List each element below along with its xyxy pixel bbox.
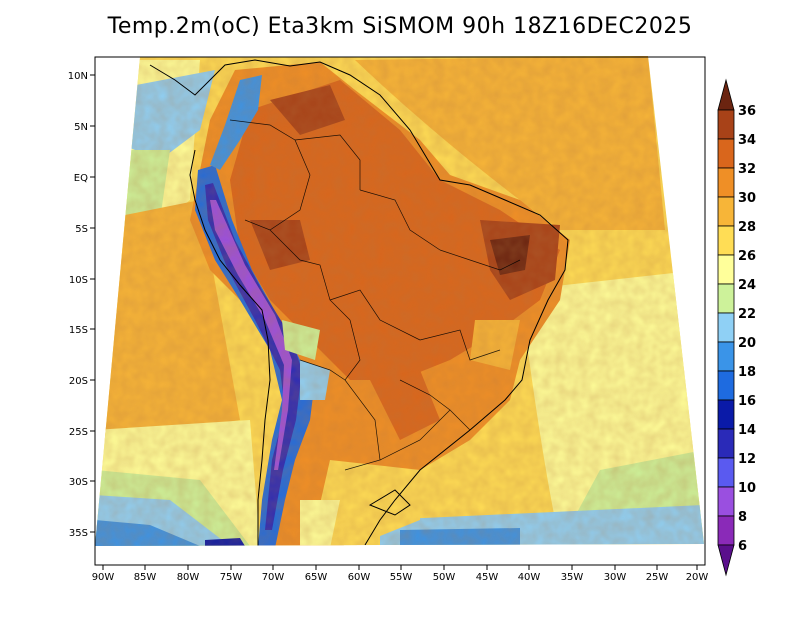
colorbar-swatch (717, 225, 735, 256)
lon-label: 55W (390, 572, 413, 583)
lon-label: 70W (262, 572, 285, 583)
colorbar-min-arrow (717, 544, 735, 577)
lon-label: 45W (476, 572, 499, 583)
lat-label: 35S (69, 528, 88, 539)
colorbar-swatch (717, 457, 735, 488)
lon-label: 80W (177, 572, 200, 583)
colorbar-swatch (717, 283, 735, 314)
colorbar-level-label: 22 (738, 307, 756, 322)
colorbar-swatch (717, 254, 735, 285)
colorbar-swatch (717, 370, 735, 401)
lon-label: 65W (305, 572, 328, 583)
colorbar-level-label: 8 (738, 510, 747, 525)
lat-label: 5S (75, 224, 88, 235)
colorbar-legend (717, 78, 735, 577)
lon-label: 35W (561, 572, 584, 583)
colorbar-level-label: 14 (738, 423, 756, 438)
lon-label: 50W (433, 572, 456, 583)
colorbar-swatch (717, 486, 735, 517)
lat-label: 25S (69, 427, 88, 438)
colorbar-swatch (717, 167, 735, 198)
map-title: Temp.2m(oC) Eta3km SiSMOM 90h 18Z16DEC20… (107, 14, 693, 39)
lat-label: 20S (69, 376, 88, 387)
lon-label: 60W (348, 572, 371, 583)
colorbar-level-label: 18 (738, 365, 756, 380)
colorbar-swatch (717, 515, 735, 546)
colorbar-swatch (717, 399, 735, 430)
lat-label: 15S (69, 325, 88, 336)
lon-label: 20W (686, 572, 709, 583)
lat-label: 10N (68, 71, 88, 82)
colorbar-level-label: 26 (738, 249, 756, 264)
colorbar-labels: 36 34 32 30 28 26 24 22 20 18 16 14 12 10 8 6 (738, 104, 756, 554)
colorbar-swatch (717, 196, 735, 227)
lon-label: 90W (92, 572, 115, 583)
colorbar-swatch (717, 109, 735, 140)
lon-label: 30W (604, 572, 627, 583)
longitude-axis: 90W 85W 80W 75W 70W 65W 60W 55W 50W 45W … (92, 565, 709, 583)
lat-label: 5N (74, 122, 88, 133)
lat-label: EQ (74, 173, 88, 184)
country-borders (229, 119, 521, 471)
colorbar-level-label: 32 (738, 162, 756, 177)
colorbar-max-arrow (717, 78, 735, 111)
temperature-field (95, 56, 704, 546)
lon-label: 85W (134, 572, 157, 583)
colorbar-level-label: 10 (738, 481, 756, 496)
lon-label: 75W (220, 572, 243, 583)
coastlines (99, 59, 569, 546)
lon-label: 25W (646, 572, 669, 583)
lon-label: 40W (518, 572, 541, 583)
colorbar-level-label: 34 (738, 133, 756, 148)
colorbar-level-label: 16 (738, 394, 756, 409)
colorbar-level-label: 12 (738, 452, 756, 467)
map-frame (94, 56, 706, 566)
colorbar-level-label: 24 (738, 278, 756, 293)
latitude-axis: 10N 5N EQ 5S 10S 15S 20S 25S 30S 35S (68, 71, 95, 539)
colorbar-swatch (717, 341, 735, 372)
colorbar-swatch (717, 428, 735, 459)
colorbar-level-label: 28 (738, 220, 756, 235)
colorbar-level-label: 20 (738, 336, 756, 351)
colorbar-swatch (717, 138, 735, 169)
colorbar-level-label: 6 (738, 539, 747, 554)
lat-label: 10S (69, 275, 88, 286)
colorbar-level-label: 36 (738, 104, 756, 119)
lat-label: 30S (69, 477, 88, 488)
colorbar-swatch (717, 312, 735, 343)
colorbar-level-label: 30 (738, 191, 756, 206)
